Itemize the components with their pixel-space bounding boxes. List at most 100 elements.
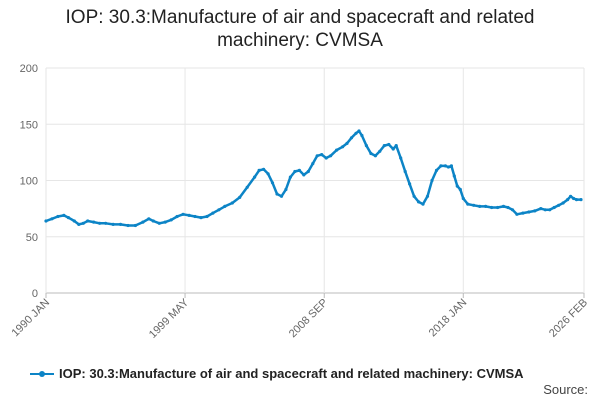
data-point[interactable] <box>430 178 434 183</box>
data-point[interactable] <box>506 205 510 210</box>
data-point[interactable] <box>257 168 261 172</box>
data-point[interactable] <box>62 213 66 217</box>
data-point[interactable] <box>478 204 482 208</box>
data-point[interactable] <box>421 202 425 206</box>
data-point[interactable] <box>466 202 470 206</box>
data-point[interactable] <box>484 204 488 208</box>
data-point[interactable] <box>157 221 161 225</box>
data-point[interactable] <box>496 205 500 210</box>
data-point[interactable] <box>446 165 450 169</box>
data-point[interactable] <box>360 133 364 138</box>
data-point[interactable] <box>92 220 96 224</box>
data-point[interactable] <box>387 142 391 147</box>
data-point[interactable] <box>349 136 354 140</box>
data-point[interactable] <box>455 184 459 188</box>
data-point[interactable] <box>548 208 552 212</box>
data-point[interactable] <box>394 144 398 148</box>
data-point[interactable] <box>181 212 185 216</box>
data-point[interactable] <box>382 144 386 148</box>
data-point[interactable] <box>378 149 382 153</box>
data-point[interactable] <box>315 154 319 158</box>
data-point[interactable] <box>543 208 547 212</box>
data-point[interactable] <box>86 219 90 223</box>
data-point[interactable] <box>187 213 191 217</box>
data-point[interactable] <box>275 192 279 196</box>
data-point[interactable] <box>521 211 525 215</box>
data-point[interactable] <box>501 204 506 208</box>
data-point[interactable] <box>412 194 416 198</box>
data-point[interactable] <box>104 221 108 225</box>
data-point[interactable] <box>66 216 70 220</box>
data-point[interactable] <box>452 174 456 178</box>
data-point[interactable] <box>293 169 297 174</box>
data-point[interactable] <box>403 169 407 174</box>
data-point[interactable] <box>539 207 543 211</box>
data-point[interactable] <box>345 141 349 145</box>
data-point[interactable] <box>56 214 60 219</box>
data-point[interactable] <box>561 201 565 205</box>
data-point[interactable] <box>329 154 333 158</box>
data-point[interactable] <box>238 195 242 199</box>
data-point[interactable] <box>434 168 439 172</box>
data-point[interactable] <box>364 144 368 148</box>
data-point[interactable] <box>266 172 270 176</box>
data-point[interactable] <box>297 168 301 172</box>
data-point[interactable] <box>302 173 306 177</box>
data-point[interactable] <box>341 145 345 149</box>
data-point[interactable] <box>118 222 123 226</box>
data-point[interactable] <box>141 220 145 224</box>
data-point[interactable] <box>126 223 130 228</box>
data-point[interactable] <box>324 156 328 160</box>
data-point[interactable] <box>574 198 579 202</box>
data-point[interactable] <box>245 185 249 189</box>
data-point[interactable] <box>284 187 288 192</box>
data-point[interactable] <box>175 214 179 219</box>
data-point[interactable] <box>369 151 373 156</box>
data-point[interactable] <box>357 129 361 133</box>
data-point[interactable] <box>111 222 115 226</box>
data-point[interactable] <box>306 169 310 174</box>
data-point[interactable] <box>98 221 102 225</box>
data-point[interactable] <box>81 221 85 225</box>
data-point[interactable] <box>253 175 257 179</box>
data-point[interactable] <box>217 208 221 212</box>
data-point[interactable] <box>133 223 137 228</box>
data-point[interactable] <box>439 164 443 168</box>
data-point[interactable] <box>557 203 561 207</box>
data-point[interactable] <box>533 209 537 213</box>
data-point[interactable] <box>335 148 339 152</box>
data-point[interactable] <box>211 211 215 215</box>
data-point[interactable] <box>72 219 76 223</box>
data-point[interactable] <box>354 131 358 135</box>
data-point[interactable] <box>399 156 403 160</box>
data-point[interactable] <box>425 194 430 198</box>
data-point[interactable] <box>472 203 476 207</box>
data-point[interactable] <box>163 220 167 224</box>
data-point[interactable] <box>288 175 292 179</box>
data-point[interactable] <box>311 162 315 166</box>
data-point[interactable] <box>569 194 573 198</box>
data-point[interactable] <box>566 198 570 202</box>
data-point[interactable] <box>50 217 54 221</box>
data-point[interactable] <box>458 187 462 192</box>
data-point[interactable] <box>193 214 197 219</box>
data-point[interactable] <box>579 198 583 202</box>
data-point[interactable] <box>417 200 421 204</box>
data-point[interactable] <box>151 219 155 223</box>
data-point[interactable] <box>527 210 531 214</box>
data-point[interactable] <box>270 181 275 185</box>
data-point[interactable] <box>44 219 48 223</box>
series-line[interactable] <box>44 129 583 227</box>
data-point[interactable] <box>279 194 284 198</box>
data-point[interactable] <box>199 216 203 220</box>
data-point[interactable] <box>515 212 519 216</box>
data-point[interactable] <box>230 201 234 205</box>
data-point[interactable] <box>408 182 412 186</box>
data-point[interactable] <box>373 154 377 158</box>
data-point[interactable] <box>223 204 227 208</box>
data-point[interactable] <box>449 164 453 168</box>
data-point[interactable] <box>552 205 556 210</box>
data-point[interactable] <box>572 196 576 201</box>
data-point[interactable] <box>169 218 173 222</box>
data-point[interactable] <box>510 208 515 212</box>
